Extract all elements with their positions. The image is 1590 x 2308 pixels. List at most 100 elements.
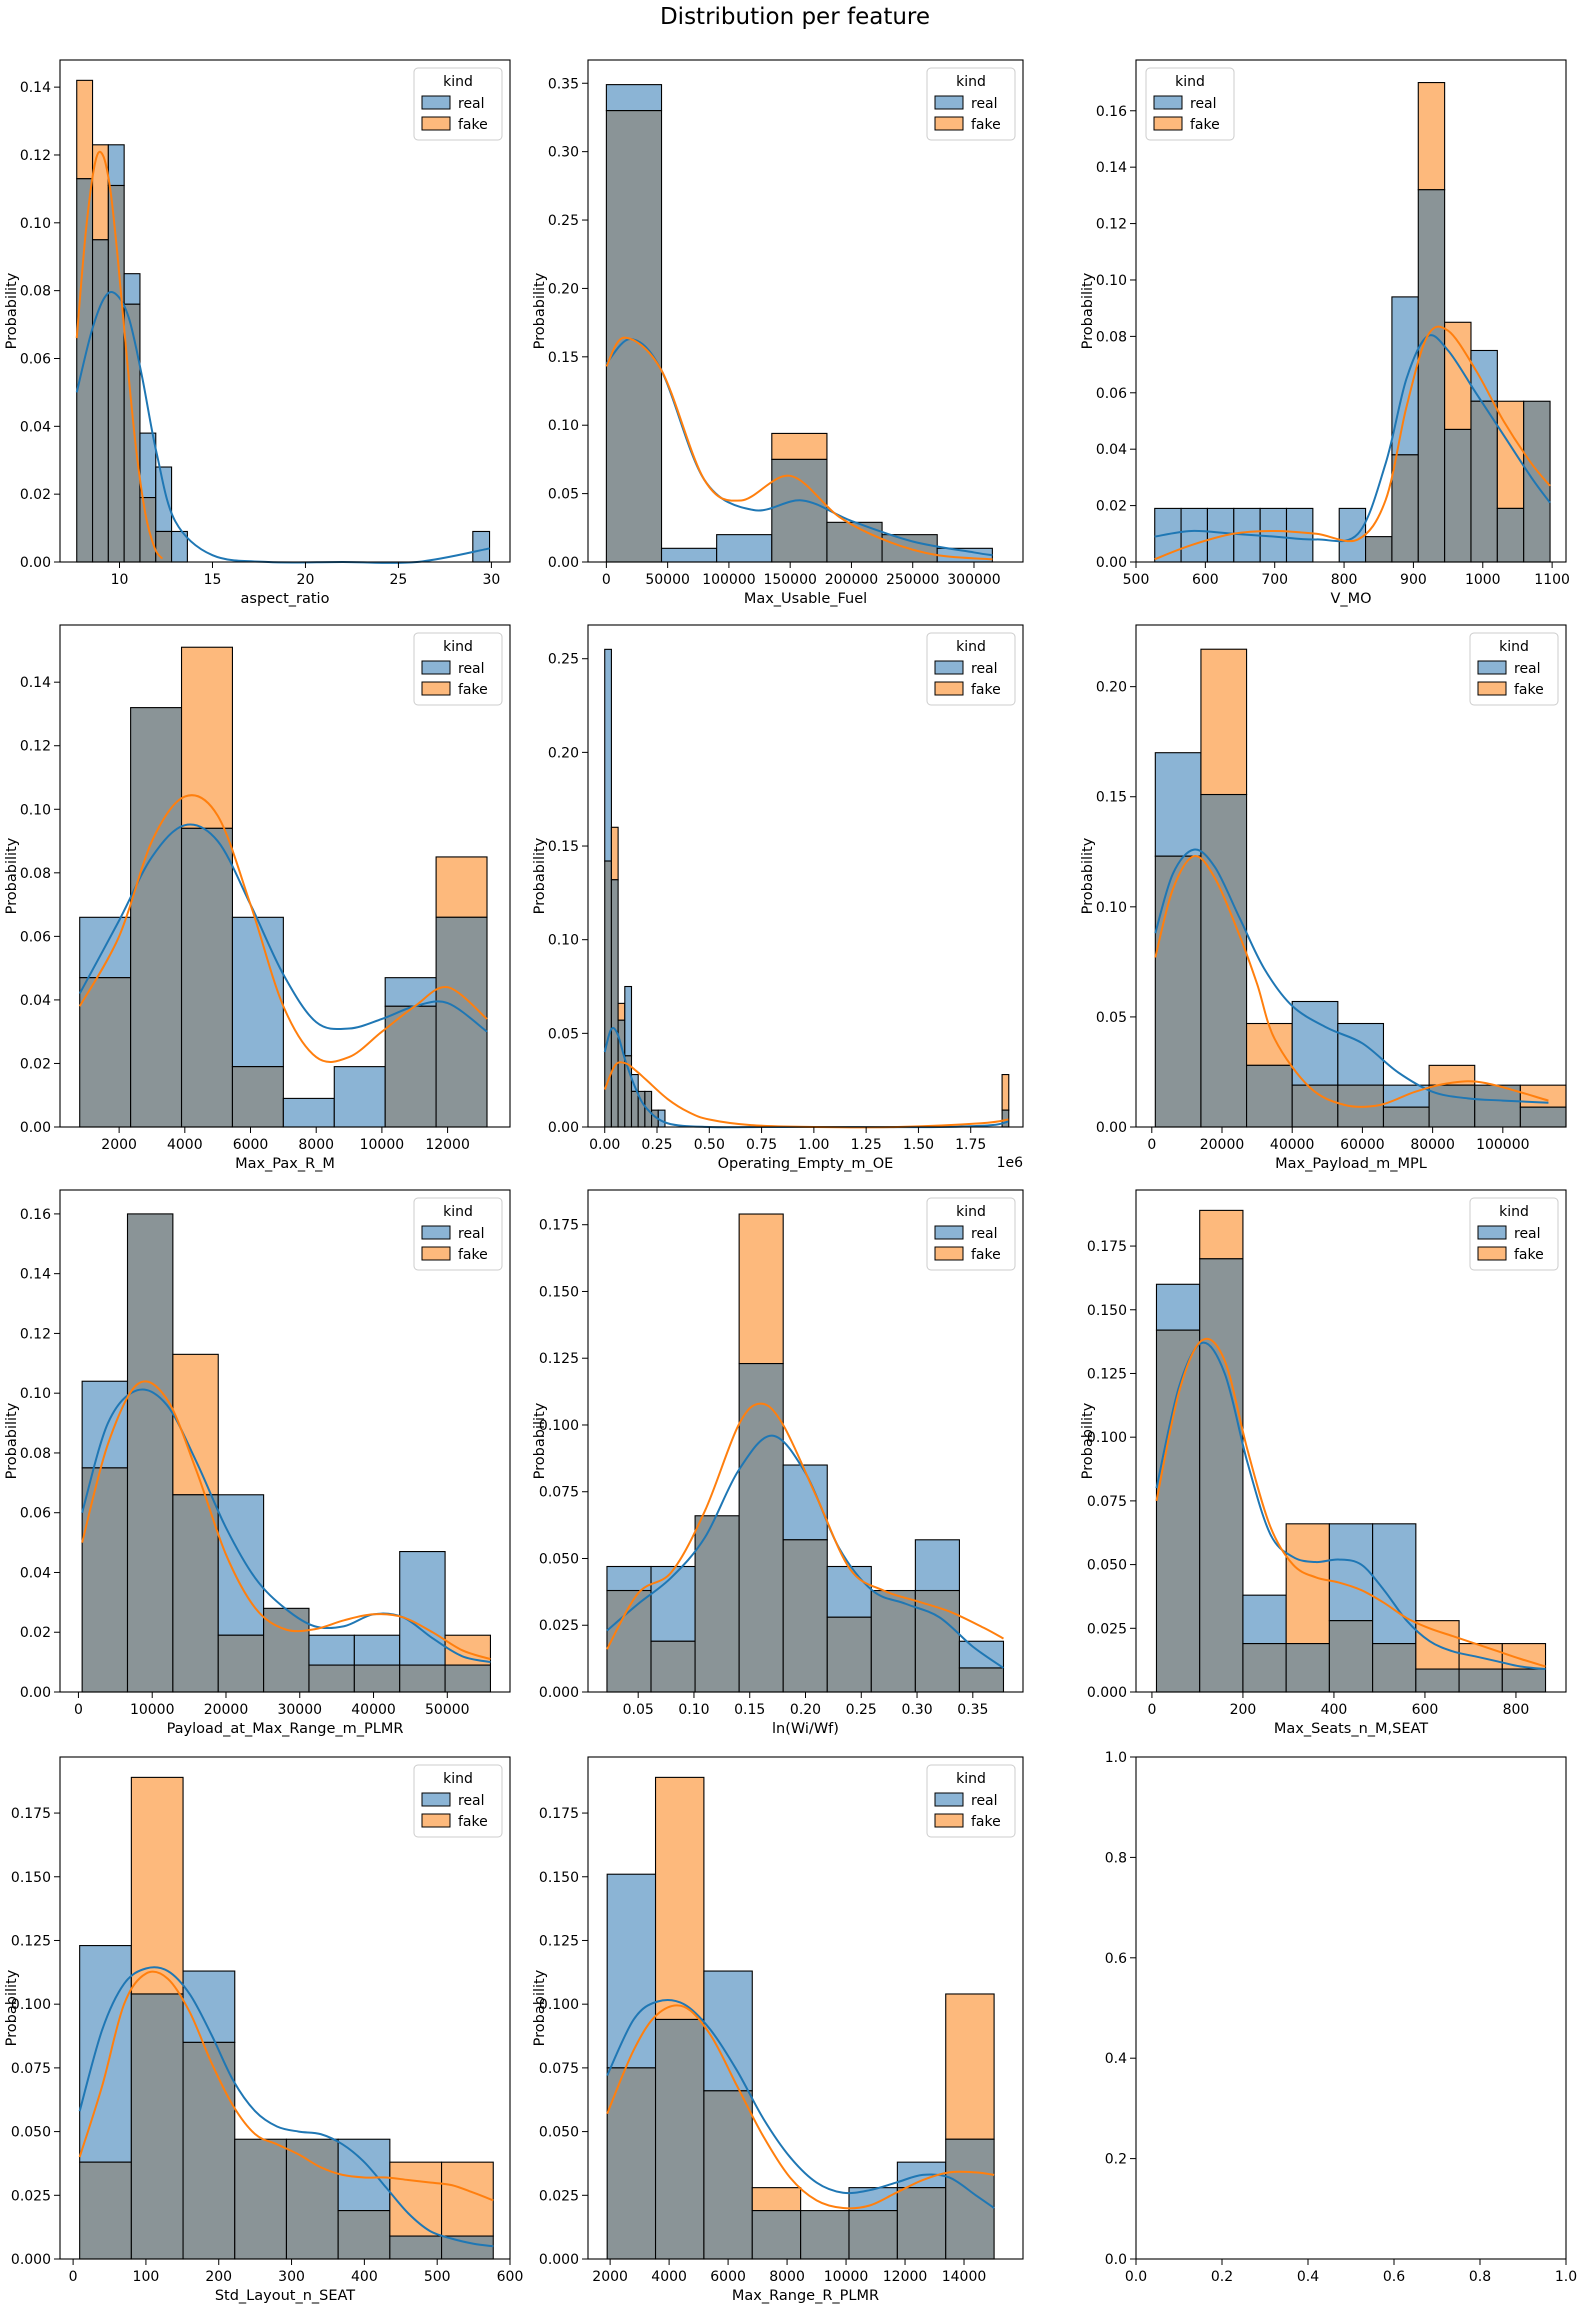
legend-swatch-fake xyxy=(421,681,451,696)
y-tick-label: 0.4 xyxy=(1105,2051,1127,2067)
y-tick-label: 0.06 xyxy=(20,1506,51,1522)
y-tick-label: 0.000 xyxy=(11,2252,51,2268)
histogram-bar-fake xyxy=(1199,1209,1244,1260)
histogram-bar-overlap xyxy=(945,2138,995,2260)
histogram-bar-real xyxy=(660,547,718,563)
x-tick-label: 20000 xyxy=(204,1702,249,1718)
y-tick-label: 0.00 xyxy=(548,1120,579,1136)
legend-title: kind xyxy=(443,74,473,90)
histogram-bar-overlap xyxy=(1501,1668,1547,1693)
legend-label-real: real xyxy=(971,661,998,677)
histogram-bar-fake xyxy=(1519,1084,1567,1108)
kde-curve-real xyxy=(1155,1341,1546,1671)
histogram-bar-overlap xyxy=(337,2210,391,2260)
y-tick-label: 0.12 xyxy=(20,148,51,164)
legend-swatch-real xyxy=(934,1225,964,1240)
histogram-bar-overlap xyxy=(399,1664,446,1693)
legend-label-real: real xyxy=(1514,1226,1541,1242)
y-tick-label: 0.08 xyxy=(1096,329,1127,345)
y-tick-label: 0.20 xyxy=(1096,680,1127,696)
x-tick-label: 400 xyxy=(351,2269,378,2285)
y-axis-label: Probability xyxy=(4,1969,20,2046)
x-axis-label: Payload_at_Max_Range_m_PLMR xyxy=(167,1721,404,1737)
x-tick-label: 12000 xyxy=(425,1137,470,1153)
y-tick-label: 0.12 xyxy=(20,1326,51,1342)
y-tick-label: 0.02 xyxy=(20,487,51,503)
x-tick-label: 0.30 xyxy=(901,1702,932,1718)
x-tick-label: 50000 xyxy=(645,572,690,588)
y-axis-label: Probability xyxy=(1080,1402,1096,1479)
x-tick-label: 1.0 xyxy=(1555,2269,1577,2285)
histogram-bar-fake xyxy=(617,1002,626,1021)
legend: kind real fake xyxy=(413,632,503,706)
y-tick-label: 0.10 xyxy=(548,418,579,434)
x-tick-label: 0 xyxy=(1147,1137,1156,1153)
legend-label-real: real xyxy=(971,1226,998,1242)
x-tick-label: 600 xyxy=(1412,1702,1439,1718)
y-tick-label: 0.0 xyxy=(1105,2252,1127,2268)
x-tick-label: 200 xyxy=(1230,1702,1257,1718)
histogram-bar-real xyxy=(1291,1000,1339,1086)
kde-curve-real xyxy=(1154,848,1549,1104)
x-tick-label: 1000 xyxy=(1465,572,1501,588)
x-tick-label: 1.25 xyxy=(851,1137,882,1153)
legend: kind real fake xyxy=(926,632,1016,706)
y-tick-label: 0.06 xyxy=(1096,386,1127,402)
x-tick-label: 15 xyxy=(204,572,222,588)
legend: kind real fake xyxy=(413,67,503,141)
y-tick-label: 0.100 xyxy=(11,1997,51,2013)
histogram-bar-overlap xyxy=(172,1494,219,1693)
histogram-bar-overlap xyxy=(650,1640,696,1693)
histogram-bar-fake xyxy=(1417,82,1446,191)
x-tick-label: 1.00 xyxy=(798,1137,829,1153)
legend-title: kind xyxy=(443,639,473,655)
x-tick-label: 30000 xyxy=(277,1702,322,1718)
legend: kind real fake xyxy=(926,67,1016,141)
y-tick-label: 0.30 xyxy=(548,145,579,161)
legend: kind real fake xyxy=(1469,1197,1559,1271)
y-tick-label: 0.08 xyxy=(20,284,51,300)
y-tick-label: 0.075 xyxy=(539,2061,579,2077)
histogram-bar-overlap xyxy=(610,879,619,1128)
histogram-bar-fake xyxy=(751,2187,802,2212)
histogram-bar-overlap xyxy=(703,2090,753,2260)
legend-title: kind xyxy=(443,1771,473,1787)
x-tick-label: 0.25 xyxy=(846,1702,877,1718)
histogram-bar-overlap xyxy=(800,2210,850,2260)
legend: kind real fake xyxy=(413,1197,503,1271)
legend-label-real: real xyxy=(971,96,998,112)
histogram-bar-overlap xyxy=(285,2138,339,2260)
y-tick-label: 0.02 xyxy=(20,1625,51,1641)
legend-swatch-fake xyxy=(934,116,964,131)
legend-swatch-real xyxy=(421,1225,451,1240)
x-tick-label: 0.75 xyxy=(746,1137,777,1153)
x-axis-label: Max_Seats_n_M,SEAT xyxy=(1274,1721,1428,1737)
histogram-bar-fake xyxy=(1246,1022,1293,1066)
y-tick-label: 0.025 xyxy=(11,2188,51,2204)
x-tick-label: 6000 xyxy=(233,1137,269,1153)
histogram-bar-overlap xyxy=(1155,1329,1201,1693)
histogram-bar-real xyxy=(1155,1283,1201,1331)
histogram-bar-overlap xyxy=(914,1589,960,1693)
legend-swatch-fake xyxy=(1477,681,1507,696)
y-axis-label: Probability xyxy=(532,272,548,349)
y-tick-label: 0.02 xyxy=(1096,499,1127,515)
histogram-bar-real xyxy=(650,1565,696,1642)
histogram-bar-real xyxy=(217,1494,265,1636)
y-tick-label: 0.025 xyxy=(539,2188,579,2204)
histogram-bar-overlap xyxy=(81,1467,129,1693)
x-tick-label: 0.20 xyxy=(790,1702,821,1718)
legend-title: kind xyxy=(956,1771,986,1787)
y-axis-label: Probability xyxy=(532,837,548,914)
y-tick-label: 1.0 xyxy=(1105,1750,1127,1766)
histogram-bar-overlap xyxy=(1246,1064,1293,1128)
histogram-bar-overlap xyxy=(694,1515,740,1693)
x-tick-label: 0.0 xyxy=(1125,2269,1147,2285)
histogram-bar-overlap xyxy=(231,1066,284,1128)
y-tick-label: 0.125 xyxy=(539,1351,579,1367)
histogram-bar-fake xyxy=(76,79,94,180)
histogram-bar-overlap xyxy=(1496,507,1525,563)
y-tick-label: 0.05 xyxy=(1096,1010,1127,1026)
histogram-bar-real xyxy=(1180,507,1208,563)
legend-label-fake: fake xyxy=(1514,1247,1544,1263)
